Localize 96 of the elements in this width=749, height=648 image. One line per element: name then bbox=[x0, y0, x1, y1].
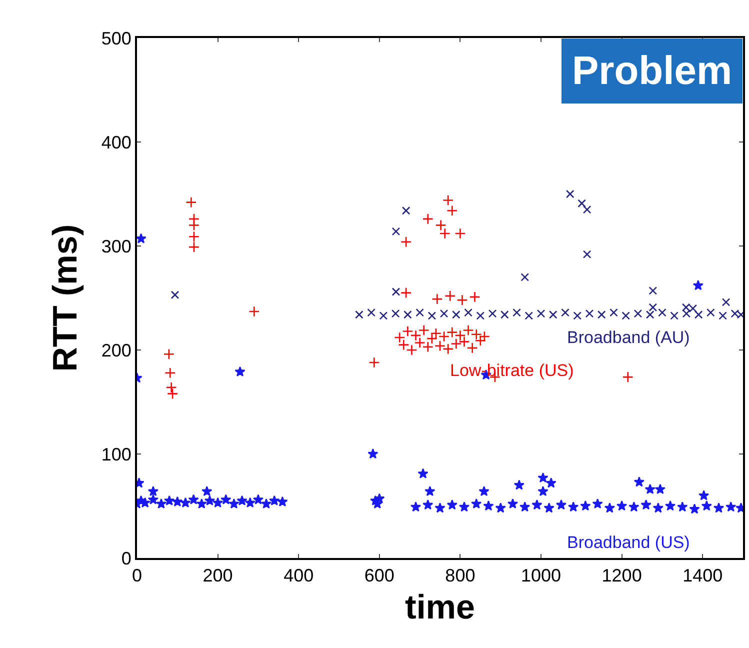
point bbox=[658, 308, 666, 317]
y-tick-label: 500 bbox=[101, 28, 132, 48]
point bbox=[435, 220, 446, 231]
point bbox=[416, 308, 424, 317]
point bbox=[452, 310, 460, 319]
point bbox=[706, 308, 715, 317]
point bbox=[402, 206, 410, 215]
point bbox=[163, 348, 174, 360]
point bbox=[694, 310, 703, 319]
point bbox=[188, 231, 200, 242]
point bbox=[392, 227, 400, 236]
point bbox=[512, 308, 521, 317]
y-tick-label: 0 bbox=[121, 548, 132, 568]
point bbox=[164, 367, 176, 378]
point bbox=[439, 228, 450, 240]
point bbox=[582, 205, 592, 214]
point bbox=[573, 312, 582, 320]
point bbox=[585, 309, 594, 318]
point bbox=[488, 309, 497, 318]
point bbox=[422, 213, 434, 225]
point bbox=[426, 333, 438, 344]
point bbox=[622, 312, 630, 320]
point bbox=[432, 293, 443, 305]
point bbox=[440, 309, 448, 318]
point bbox=[730, 309, 740, 318]
series-label: Low-bitrate (US) bbox=[450, 361, 574, 380]
point bbox=[450, 338, 462, 350]
point bbox=[400, 236, 412, 248]
point bbox=[188, 220, 200, 231]
point bbox=[446, 326, 458, 338]
y-tick-label: 100 bbox=[101, 444, 132, 464]
point bbox=[646, 310, 654, 319]
point bbox=[548, 310, 558, 319]
point bbox=[188, 241, 200, 253]
x-tick-label: 600 bbox=[364, 566, 394, 586]
point bbox=[248, 306, 260, 318]
x-tick-label: 400 bbox=[284, 566, 314, 586]
point bbox=[442, 194, 454, 206]
point bbox=[167, 388, 178, 400]
point bbox=[520, 273, 529, 282]
point bbox=[446, 205, 458, 216]
point bbox=[469, 291, 480, 303]
point bbox=[476, 312, 485, 320]
point bbox=[561, 308, 570, 317]
point bbox=[379, 312, 388, 320]
y-tick-label: 200 bbox=[101, 340, 132, 360]
point bbox=[430, 328, 442, 339]
point bbox=[478, 330, 490, 342]
point bbox=[566, 190, 574, 198]
point bbox=[524, 312, 534, 320]
x-axis-title: time bbox=[405, 588, 475, 626]
point bbox=[186, 196, 197, 208]
point bbox=[368, 356, 380, 368]
point bbox=[166, 382, 177, 393]
point bbox=[456, 294, 468, 306]
x-tick-label: 1400 bbox=[682, 566, 723, 586]
point bbox=[400, 287, 412, 298]
point bbox=[404, 310, 412, 319]
y-axis-title: RTT (ms) bbox=[46, 224, 84, 372]
y-tick-label: 400 bbox=[101, 132, 132, 152]
point bbox=[367, 308, 376, 317]
point bbox=[442, 343, 454, 355]
point bbox=[438, 330, 450, 342]
point bbox=[648, 303, 658, 312]
series-label: Broadband (US) bbox=[567, 533, 690, 552]
point bbox=[464, 308, 472, 317]
point bbox=[434, 340, 446, 352]
point bbox=[466, 342, 478, 354]
point bbox=[670, 312, 678, 320]
point bbox=[428, 312, 436, 320]
point bbox=[578, 199, 586, 208]
x-tick-label: 200 bbox=[202, 566, 233, 586]
point bbox=[355, 310, 364, 319]
y-tick-label: 300 bbox=[101, 236, 132, 256]
series-label: Broadband (AU) bbox=[567, 328, 690, 347]
point bbox=[648, 286, 658, 295]
point bbox=[610, 308, 618, 317]
x-tick-label: 1000 bbox=[520, 566, 562, 586]
point bbox=[391, 309, 400, 318]
annotation: Problem bbox=[572, 49, 732, 93]
point bbox=[454, 228, 466, 240]
point bbox=[444, 290, 456, 302]
point bbox=[718, 312, 727, 320]
point bbox=[722, 298, 730, 306]
point bbox=[622, 371, 634, 383]
point bbox=[682, 309, 691, 318]
x-tick-label: 800 bbox=[445, 566, 476, 586]
point bbox=[418, 324, 430, 336]
point bbox=[597, 310, 606, 319]
point bbox=[634, 309, 642, 318]
point bbox=[170, 290, 180, 300]
point bbox=[392, 288, 400, 296]
x-tick-label: 1200 bbox=[602, 566, 642, 586]
point bbox=[536, 309, 546, 318]
point bbox=[582, 250, 592, 258]
point bbox=[500, 310, 509, 319]
